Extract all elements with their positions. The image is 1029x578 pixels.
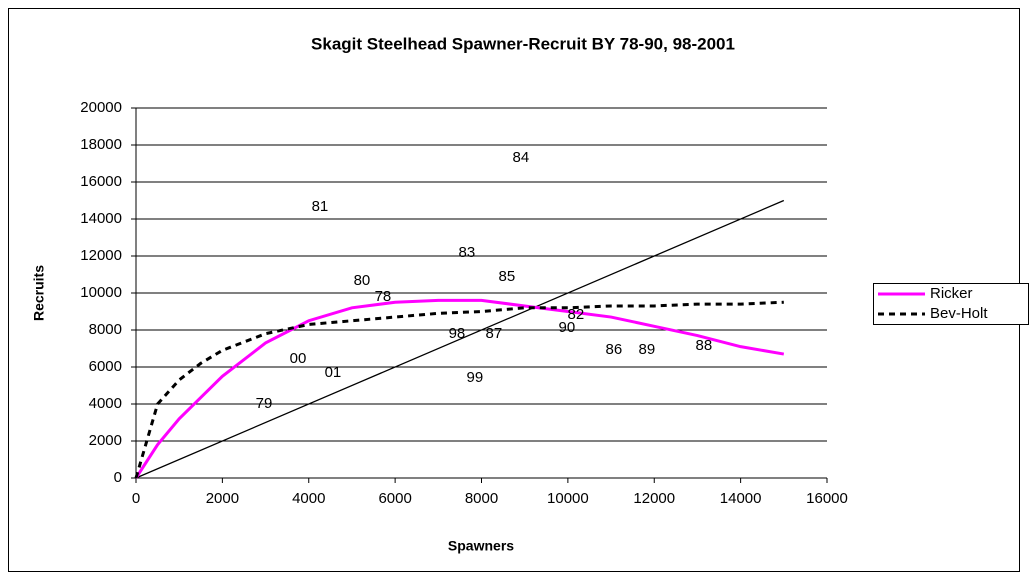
y-tick-label: 20000 xyxy=(80,99,122,116)
point-label: 82 xyxy=(568,306,585,323)
point-label: 90 xyxy=(559,319,576,336)
point-label: 80 xyxy=(354,272,371,289)
point-label: 87 xyxy=(486,325,503,342)
legend-label: Ricker xyxy=(930,285,973,302)
y-axis-title: Recruits xyxy=(31,265,47,321)
legend-label: Bev-Holt xyxy=(930,305,988,322)
y-tick-label: 18000 xyxy=(80,136,122,153)
x-tick-label: 12000 xyxy=(633,490,675,507)
point-label: 85 xyxy=(499,268,516,285)
point-label: 00 xyxy=(290,350,307,367)
x-tick-label: 0 xyxy=(132,490,140,507)
point-label: 99 xyxy=(467,369,484,386)
x-tick-label: 10000 xyxy=(547,490,589,507)
point-label: 01 xyxy=(325,364,342,381)
point-label: 98 xyxy=(449,325,466,342)
y-tick-label: 14000 xyxy=(80,210,122,227)
chart-border xyxy=(8,8,1020,572)
x-tick-label: 4000 xyxy=(292,490,325,507)
point-label: 83 xyxy=(459,244,476,261)
y-tick-label: 16000 xyxy=(80,173,122,190)
y-tick-label: 4000 xyxy=(89,395,122,412)
x-tick-label: 2000 xyxy=(206,490,239,507)
y-tick-label: 2000 xyxy=(89,432,122,449)
y-tick-label: 8000 xyxy=(89,321,122,338)
x-tick-label: 6000 xyxy=(378,490,411,507)
point-label: 89 xyxy=(639,341,656,358)
point-label: 86 xyxy=(606,341,623,358)
y-tick-label: 12000 xyxy=(80,247,122,264)
y-tick-label: 6000 xyxy=(89,358,122,375)
point-label: 88 xyxy=(695,337,712,354)
point-label: 84 xyxy=(513,149,530,166)
y-tick-label: 0 xyxy=(114,469,122,486)
point-label: 79 xyxy=(256,395,273,412)
point-label: 78 xyxy=(375,288,392,305)
series-line xyxy=(134,298,785,479)
series-line xyxy=(135,199,785,479)
y-tick-label: 10000 xyxy=(80,284,122,301)
legend-box xyxy=(873,283,1029,325)
x-tick-label: 14000 xyxy=(720,490,762,507)
chart-title: Skagit Steelhead Spawner-Recruit BY 78-9… xyxy=(311,34,735,53)
x-tick-label: 16000 xyxy=(806,490,848,507)
x-axis-title: Spawners xyxy=(448,538,514,554)
series-line xyxy=(134,300,784,479)
point-label: 81 xyxy=(312,198,329,215)
x-tick-label: 8000 xyxy=(465,490,498,507)
